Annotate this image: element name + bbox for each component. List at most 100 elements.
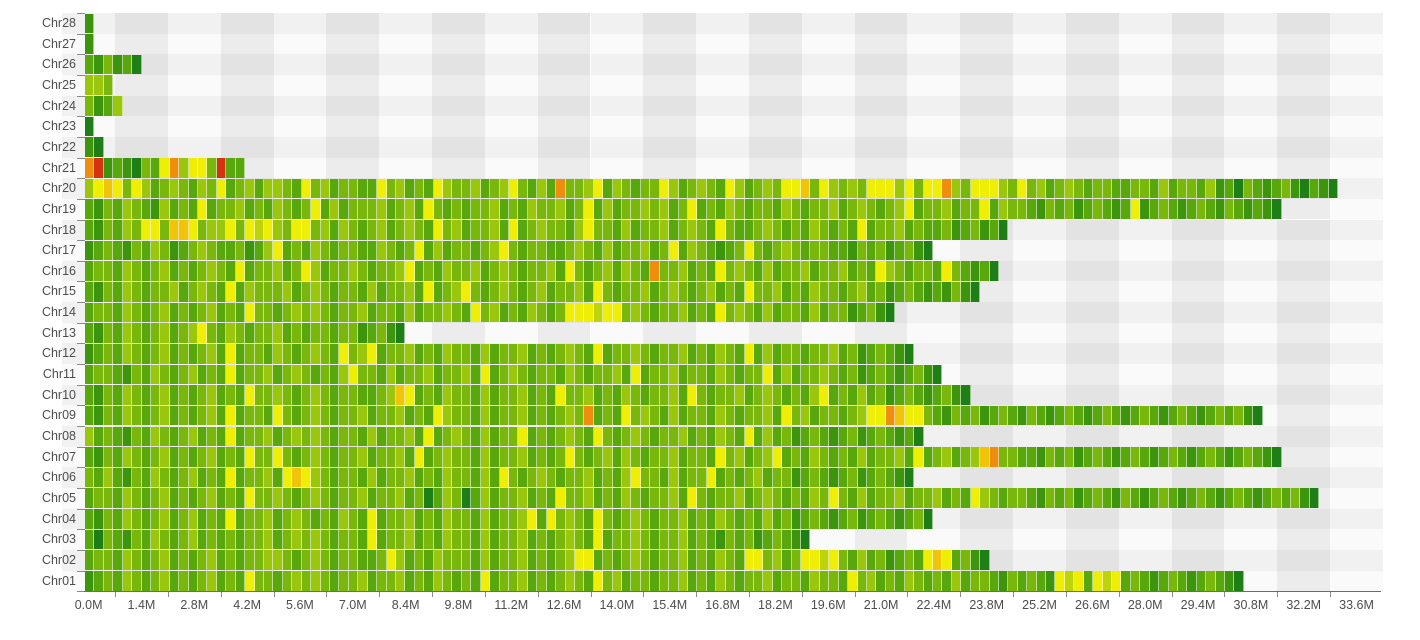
heatmap-bin[interactable]: [348, 426, 359, 447]
heatmap-bin[interactable]: [791, 281, 802, 302]
heatmap-bin[interactable]: [574, 509, 585, 529]
heatmap-bin[interactable]: [725, 385, 736, 405]
heatmap-bin[interactable]: [169, 364, 180, 385]
heatmap-bin[interactable]: [904, 385, 915, 405]
heatmap-bin[interactable]: [85, 343, 95, 364]
heatmap-bin[interactable]: [970, 281, 981, 302]
heatmap-bin[interactable]: [367, 261, 378, 281]
heatmap-bin[interactable]: [188, 550, 199, 571]
heatmap-bin[interactable]: [311, 343, 321, 364]
heatmap-bin[interactable]: [264, 426, 274, 447]
heatmap-bin[interactable]: [857, 488, 868, 509]
heatmap-bin[interactable]: [574, 199, 585, 219]
heatmap-bin[interactable]: [829, 447, 839, 467]
heatmap-bin[interactable]: [772, 178, 783, 199]
heatmap-bin[interactable]: [904, 550, 915, 571]
heatmap-bin[interactable]: [622, 426, 632, 447]
heatmap-bin[interactable]: [772, 467, 783, 488]
heatmap-bin[interactable]: [433, 302, 444, 323]
heatmap-bin[interactable]: [857, 240, 868, 261]
heatmap-bin[interactable]: [471, 509, 481, 529]
heatmap-bin[interactable]: [753, 199, 764, 219]
heatmap-bin[interactable]: [612, 467, 623, 488]
heatmap-bin[interactable]: [311, 178, 321, 199]
heatmap-bin[interactable]: [452, 199, 462, 219]
heatmap-bin[interactable]: [782, 447, 792, 467]
heatmap-bin[interactable]: [264, 323, 274, 343]
heatmap-bin[interactable]: [452, 302, 462, 323]
heatmap-bin[interactable]: [508, 550, 519, 571]
heatmap-bin[interactable]: [706, 364, 717, 385]
heatmap-bin[interactable]: [565, 178, 575, 199]
heatmap-bin[interactable]: [132, 302, 142, 323]
heatmap-bin[interactable]: [179, 426, 189, 447]
heatmap-bin[interactable]: [970, 261, 981, 281]
heatmap-bin[interactable]: [188, 240, 199, 261]
heatmap-bin[interactable]: [1111, 571, 1122, 591]
heatmap-bin[interactable]: [725, 261, 736, 281]
heatmap-bin[interactable]: [132, 550, 142, 571]
heatmap-bin[interactable]: [85, 302, 95, 323]
heatmap-bin[interactable]: [527, 426, 538, 447]
heatmap-bin[interactable]: [339, 281, 349, 302]
heatmap-bin[interactable]: [753, 571, 764, 591]
heatmap-bin[interactable]: [565, 571, 575, 591]
heatmap-bin[interactable]: [932, 405, 943, 426]
heatmap-bin[interactable]: [207, 488, 217, 509]
heatmap-bin[interactable]: [819, 302, 830, 323]
heatmap-bin[interactable]: [122, 571, 133, 591]
heatmap-bin[interactable]: [688, 343, 698, 364]
heatmap-bin[interactable]: [556, 571, 566, 591]
heatmap-bin[interactable]: [791, 509, 802, 529]
heatmap-bin[interactable]: [961, 178, 971, 199]
heatmap-bin[interactable]: [678, 385, 688, 405]
heatmap-bin[interactable]: [85, 385, 95, 405]
heatmap-bin[interactable]: [226, 158, 236, 178]
heatmap-bin[interactable]: [386, 199, 396, 219]
heatmap-bin[interactable]: [885, 405, 896, 426]
heatmap-bin[interactable]: [735, 529, 745, 550]
heatmap-bin[interactable]: [801, 343, 811, 364]
heatmap-bin[interactable]: [848, 467, 858, 488]
heatmap-bin[interactable]: [885, 281, 896, 302]
heatmap-bin[interactable]: [1234, 178, 1244, 199]
heatmap-bin[interactable]: [113, 467, 123, 488]
heatmap-bin[interactable]: [556, 281, 566, 302]
heatmap-bin[interactable]: [763, 240, 773, 261]
heatmap-bin[interactable]: [537, 509, 547, 529]
heatmap-bin[interactable]: [932, 281, 943, 302]
heatmap-bin[interactable]: [339, 199, 349, 219]
heatmap-bin[interactable]: [245, 240, 255, 261]
heatmap-bin[interactable]: [838, 550, 849, 571]
heatmap-bin[interactable]: [443, 488, 453, 509]
heatmap-bin[interactable]: [339, 509, 349, 529]
heatmap-bin[interactable]: [85, 467, 95, 488]
heatmap-bin[interactable]: [801, 220, 811, 240]
heatmap-bin[interactable]: [603, 571, 613, 591]
heatmap-bin[interactable]: [631, 405, 641, 426]
heatmap-bin[interactable]: [301, 364, 312, 385]
heatmap-bin[interactable]: [1093, 447, 1103, 467]
heatmap-bin[interactable]: [103, 550, 114, 571]
heatmap-bin[interactable]: [640, 571, 651, 591]
heatmap-bin[interactable]: [725, 529, 736, 550]
heatmap-bin[interactable]: [622, 385, 632, 405]
heatmap-bin[interactable]: [885, 571, 896, 591]
heatmap-bin[interactable]: [895, 509, 905, 529]
heatmap-bin[interactable]: [716, 447, 726, 467]
heatmap-bin[interactable]: [414, 261, 425, 281]
heatmap-bin[interactable]: [414, 426, 425, 447]
heatmap-bin[interactable]: [226, 220, 236, 240]
heatmap-bin[interactable]: [744, 364, 754, 385]
heatmap-bin[interactable]: [527, 281, 538, 302]
heatmap-bin[interactable]: [348, 261, 359, 281]
heatmap-bin[interactable]: [94, 158, 104, 178]
heatmap-bin[interactable]: [358, 261, 368, 281]
heatmap-bin[interactable]: [546, 261, 557, 281]
heatmap-bin[interactable]: [348, 178, 359, 199]
heatmap-bin[interactable]: [198, 509, 208, 529]
heatmap-bin[interactable]: [169, 385, 180, 405]
heatmap-bin[interactable]: [980, 178, 990, 199]
heatmap-bin[interactable]: [989, 571, 999, 591]
heatmap-bin[interactable]: [1177, 178, 1188, 199]
